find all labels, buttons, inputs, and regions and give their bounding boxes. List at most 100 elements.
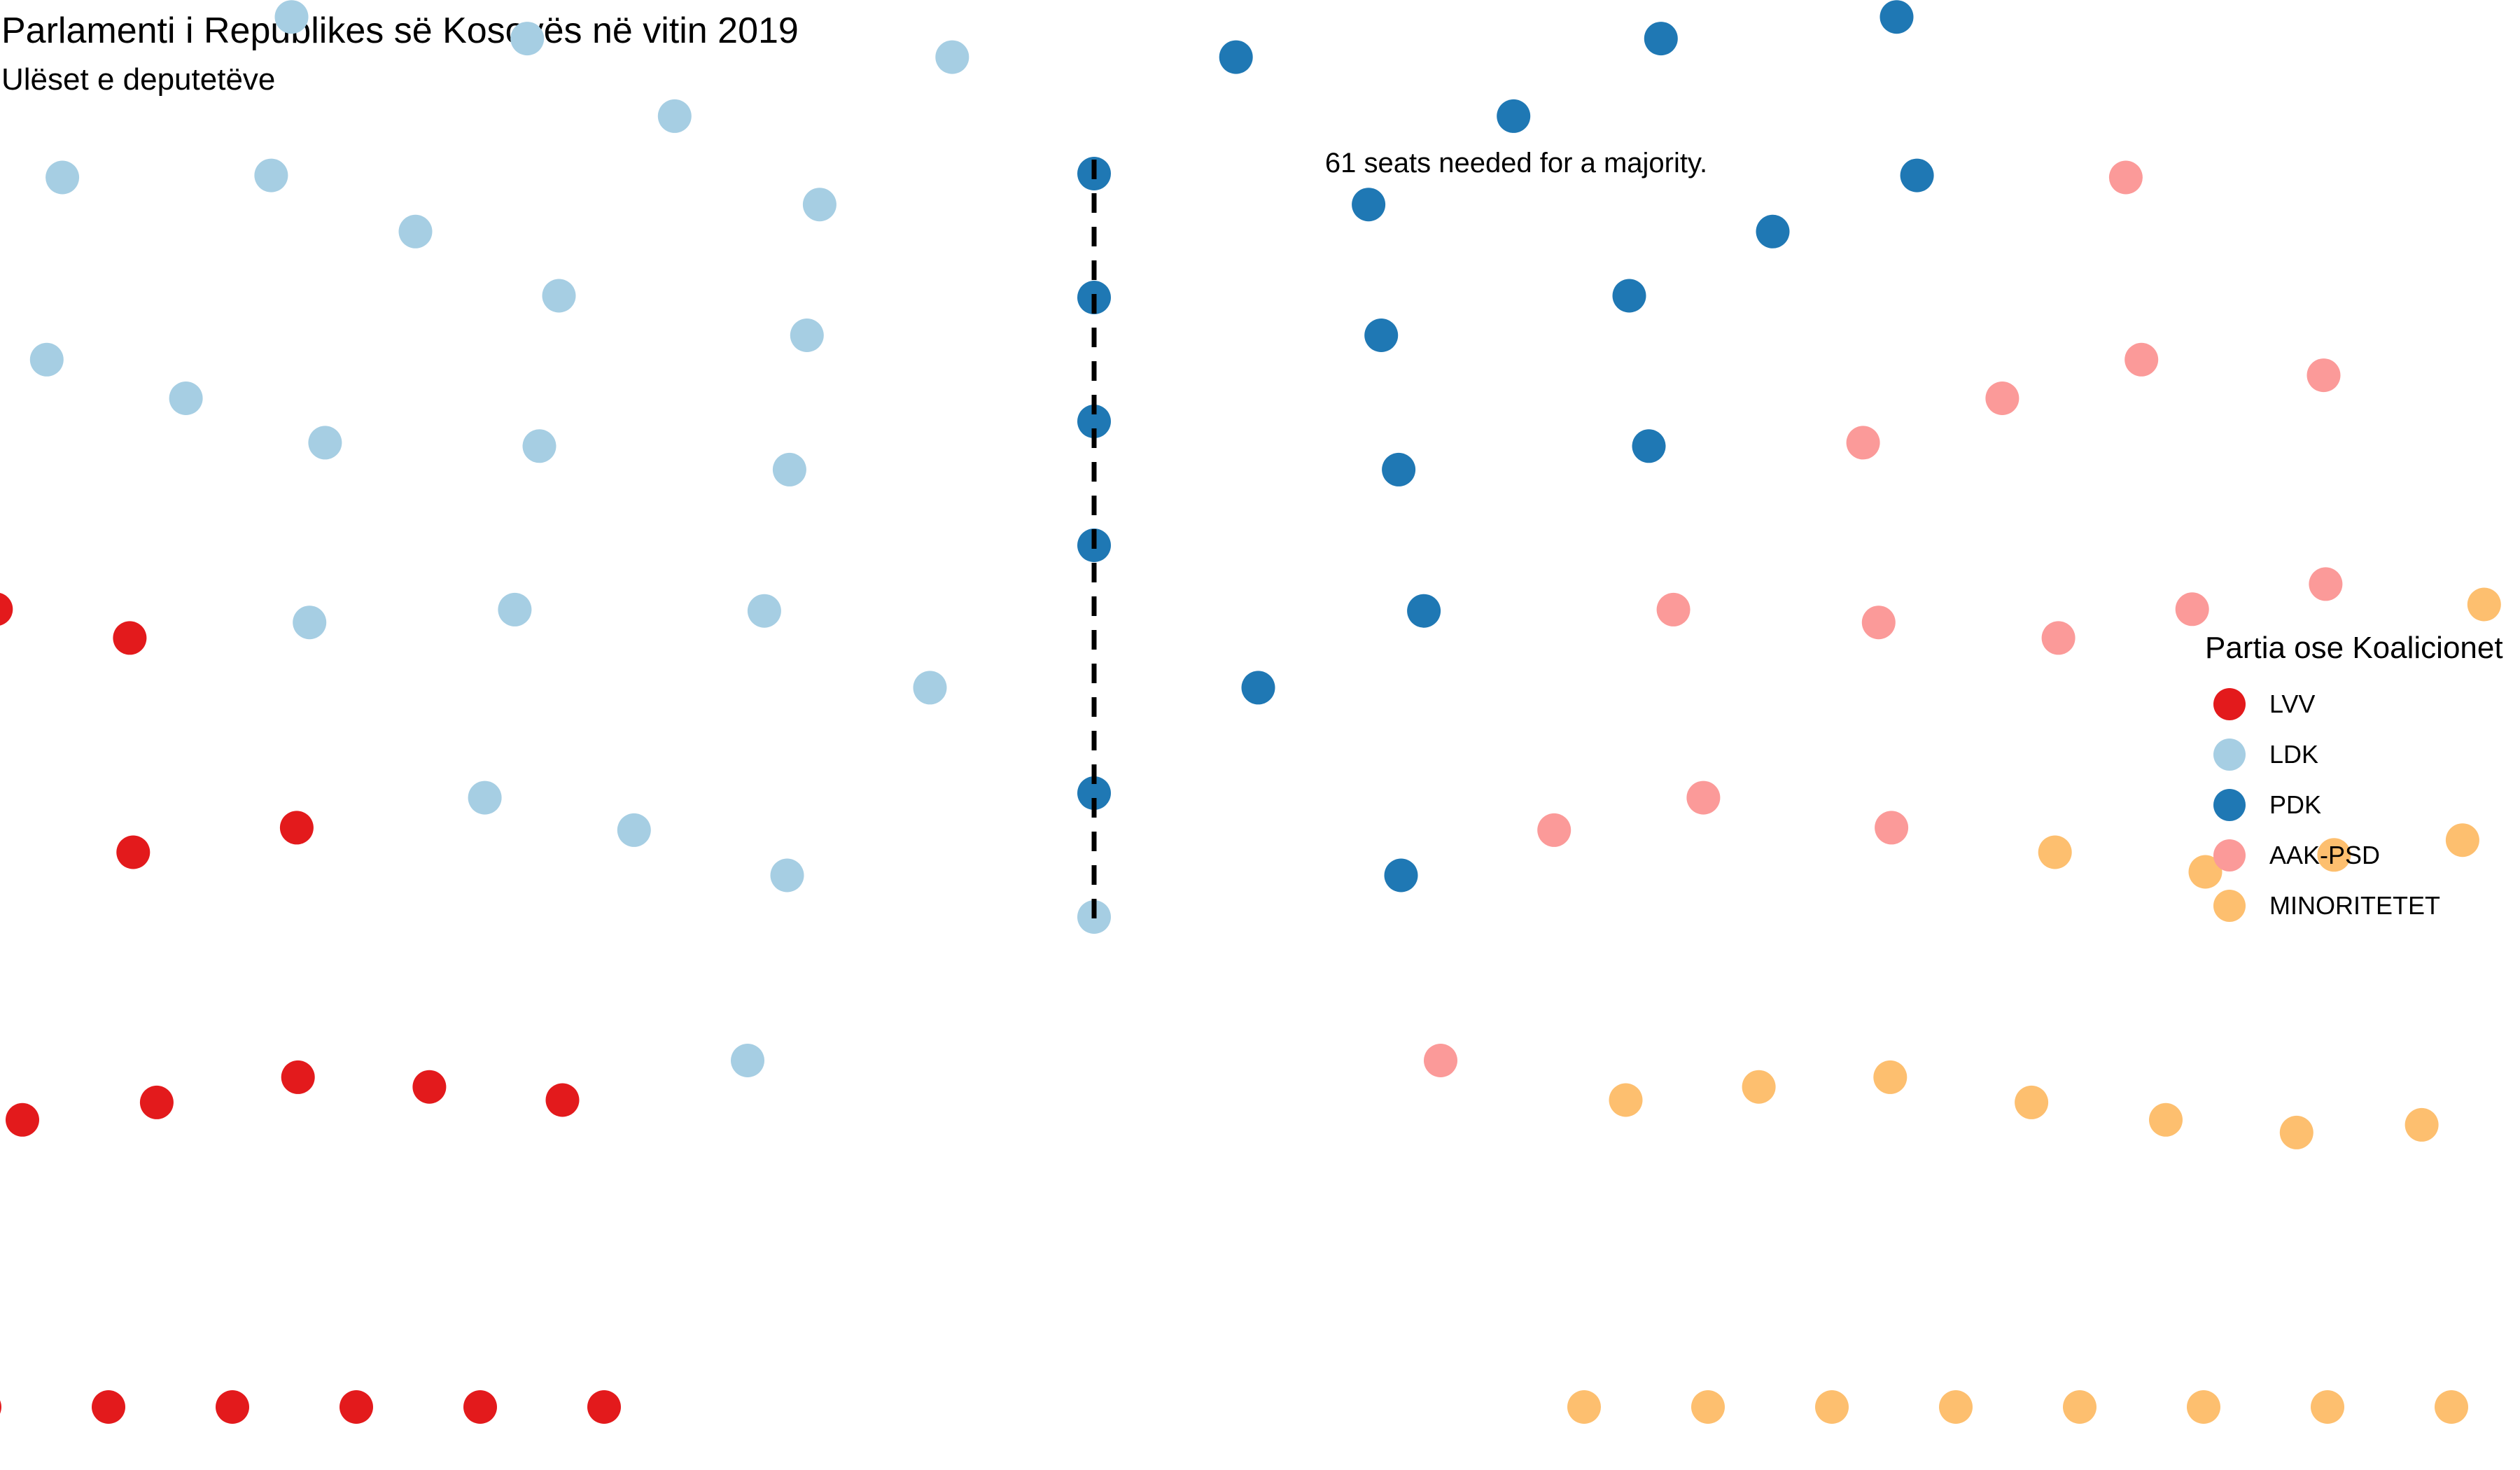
seat-ldk	[617, 813, 651, 847]
seat-aak-psd	[1846, 426, 1880, 460]
seat-ldk	[468, 780, 502, 815]
seat-aak-psd	[1985, 382, 2019, 415]
seat-minoritetet	[2187, 1390, 2220, 1424]
seat-ldk	[790, 318, 824, 352]
legend-swatch	[2213, 890, 2246, 922]
legend-swatch	[2213, 839, 2246, 872]
seat-pdk	[1077, 776, 1111, 810]
seat-ldk	[935, 40, 969, 74]
seat-ldk	[913, 671, 947, 705]
seat-aak-psd	[1875, 811, 1909, 845]
seat-lvv	[279, 811, 314, 845]
seat-minoritetet	[1939, 1390, 1973, 1424]
seat-lvv	[6, 1102, 39, 1137]
seat-pdk	[1382, 452, 1416, 486]
seat-minoritetet	[2149, 1102, 2183, 1137]
seat-minoritetet	[2404, 1107, 2439, 1142]
seat-ldk	[398, 214, 433, 248]
seat-pdk	[1900, 158, 1934, 192]
legend-items: LVV LDK PDK AAK-PSD MINORITETET	[2205, 679, 2503, 931]
legend-swatch	[2213, 688, 2246, 720]
seat-minoritetet	[1873, 1060, 1907, 1094]
seat-lvv	[281, 1060, 315, 1094]
seat-aak-psd	[1656, 592, 1690, 626]
seat-pdk	[1407, 594, 1441, 628]
seat-pdk	[1219, 40, 1253, 74]
seat-minoritetet	[1742, 1070, 1776, 1104]
seat-minoritetet	[2445, 823, 2479, 858]
seat-pdk	[1644, 22, 1678, 56]
seat-aak-psd	[2175, 592, 2209, 626]
chart-subtitle: Ulëset e deputetëve	[1, 62, 276, 97]
seat-lvv	[139, 1085, 174, 1119]
seat-ldk	[510, 22, 545, 56]
seat-lvv	[340, 1390, 373, 1424]
majority-annotation: 61 seats needed for a majority.	[1325, 148, 1707, 178]
seat-pdk	[1384, 858, 1418, 892]
legend-item-ldk: LDK	[2205, 729, 2503, 780]
chart-title: Parlamenti i Republikes së Kosovës në vi…	[1, 10, 799, 51]
seat-ldk	[747, 594, 781, 628]
seat-ldk	[254, 158, 288, 192]
seat-ldk	[46, 160, 80, 195]
seat-lvv	[116, 835, 150, 869]
seat-aak-psd	[2309, 567, 2343, 601]
seat-minoritetet	[2467, 587, 2501, 622]
seat-ldk	[29, 342, 64, 377]
seat-lvv	[0, 592, 13, 626]
seat-minoritetet	[2188, 855, 2222, 889]
legend-title: Partia ose Koalicionet	[2205, 631, 2503, 665]
seat-minoritetet	[1691, 1390, 1725, 1424]
seats-group	[0, 0, 2501, 1424]
seat-ldk	[308, 426, 342, 460]
legend-label: PDK	[2269, 790, 2322, 819]
seat-lvv	[216, 1390, 249, 1424]
legend-label: MINORITETET	[2269, 891, 2440, 920]
seat-lvv	[412, 1070, 447, 1104]
legend-label: LVV	[2269, 690, 2316, 718]
seat-lvv	[0, 1400, 1, 1414]
seat-minoritetet	[1815, 1390, 1849, 1424]
legend-item-lvv: LVV	[2205, 679, 2503, 729]
seat-pdk	[1756, 214, 1790, 248]
seat-ldk	[731, 1044, 764, 1077]
seat-ldk	[498, 592, 532, 626]
seat-ldk	[293, 606, 327, 640]
legend: Partia ose Koalicionet LVV LDK PDK AAK-PSD M…	[2205, 630, 2503, 931]
seat-minoritetet	[1609, 1083, 1643, 1117]
seat-pdk	[1352, 188, 1386, 222]
seat-aak-psd	[2041, 621, 2076, 655]
legend-swatch	[2213, 789, 2246, 821]
seat-minoritetet	[2015, 1085, 2049, 1119]
seat-minoritetet	[2311, 1390, 2344, 1424]
legend-swatch	[2213, 738, 2246, 771]
seat-lvv	[113, 621, 147, 655]
seat-aak-psd	[2306, 358, 2341, 393]
legend-item-pdk: PDK	[2205, 780, 2503, 830]
seat-pdk	[1497, 99, 1531, 133]
seat-lvv	[545, 1083, 580, 1117]
legend-item-aak-psd: AAK-PSD	[2205, 830, 2503, 881]
seat-minoritetet	[2038, 835, 2072, 869]
seat-ldk	[802, 188, 836, 222]
seat-pdk	[1364, 318, 1399, 352]
seat-aak-psd	[1861, 606, 1896, 640]
seat-lvv	[92, 1390, 125, 1424]
seat-pdk	[1241, 671, 1275, 705]
seat-aak-psd	[2124, 342, 2159, 377]
seat-lvv	[587, 1390, 621, 1424]
seat-aak-psd	[1686, 780, 1721, 815]
seat-ldk	[770, 858, 804, 892]
seat-pdk	[1632, 429, 1666, 463]
seat-minoritetet	[1567, 1390, 1601, 1424]
seat-ldk	[522, 429, 556, 463]
seat-ldk	[169, 382, 203, 415]
seat-minoritetet	[2063, 1390, 2096, 1424]
seat-pdk	[1612, 279, 1646, 313]
seat-ldk	[542, 279, 576, 313]
seat-aak-psd	[1424, 1044, 1457, 1077]
seat-aak-psd	[2108, 160, 2143, 195]
seat-minoritetet	[2279, 1115, 2314, 1149]
seat-minoritetet	[2317, 838, 2351, 872]
